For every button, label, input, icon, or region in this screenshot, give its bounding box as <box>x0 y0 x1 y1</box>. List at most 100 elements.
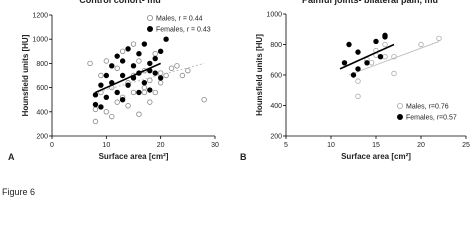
legend-label: Males, r = 0.44 <box>156 16 203 23</box>
point <box>346 41 352 48</box>
point <box>136 51 142 57</box>
point <box>125 46 131 52</box>
x-tick-label: 5 <box>284 142 288 149</box>
y-tick-label: 1000 <box>266 12 282 19</box>
point <box>114 65 120 71</box>
point <box>418 41 424 48</box>
x-tick-label: 20 <box>417 142 425 149</box>
legend-label: Males, r=0.76 <box>406 104 449 111</box>
x-tick-label: 0 <box>50 142 54 149</box>
point <box>119 72 126 79</box>
legend-label: Females, r=0.57 <box>406 115 457 122</box>
fit-line <box>95 62 161 94</box>
point <box>147 60 153 67</box>
x-tick-label: 15 <box>372 142 380 149</box>
y-axis-label: Hounsfield units [HU] <box>255 34 264 116</box>
point <box>103 94 110 100</box>
point <box>355 66 361 72</box>
point <box>350 72 357 78</box>
y-tick-label: 600 <box>270 73 282 80</box>
point <box>125 82 131 88</box>
point <box>98 82 104 88</box>
y-tick-label: 400 <box>270 103 282 110</box>
point <box>373 38 379 45</box>
point <box>185 67 191 74</box>
point <box>98 104 104 110</box>
fit-line <box>339 43 395 70</box>
point <box>157 80 164 86</box>
point <box>382 41 388 48</box>
point <box>130 89 137 96</box>
point <box>152 55 158 62</box>
chart-title: Control cohort- mu <box>79 0 161 5</box>
legend-marker <box>146 14 153 21</box>
point <box>130 63 137 69</box>
point <box>92 106 99 113</box>
point <box>341 60 348 66</box>
point <box>87 60 93 67</box>
legend-marker <box>146 25 153 32</box>
point <box>141 84 148 91</box>
point <box>119 58 126 64</box>
point <box>147 99 153 105</box>
point <box>355 78 361 84</box>
point <box>147 87 153 93</box>
point <box>114 89 120 96</box>
y-tick-label: 600 <box>36 85 48 92</box>
point <box>103 72 110 79</box>
x-tick-label: 10 <box>102 142 110 149</box>
figure-label: Figure 6 <box>2 187 35 197</box>
legend-label: Females, r = 0.43 <box>156 27 211 34</box>
point <box>109 113 115 120</box>
point <box>355 49 361 55</box>
fit-line <box>95 62 205 93</box>
legend-marker <box>396 103 403 110</box>
y-tick-label: 200 <box>270 134 282 141</box>
point <box>141 80 148 86</box>
point <box>377 54 384 60</box>
x-axis-label: Surface area [cm²] <box>341 152 411 161</box>
figure: Figure 6 Control cohort- muA200400600800… <box>2 0 470 197</box>
point <box>92 101 99 108</box>
point <box>109 63 115 69</box>
point <box>141 89 148 96</box>
point <box>147 77 153 84</box>
point <box>436 35 442 42</box>
point <box>136 111 142 117</box>
y-tick-label: 800 <box>36 61 48 68</box>
panel-label: B <box>240 152 247 162</box>
x-tick-label: 10 <box>327 142 335 149</box>
point <box>391 70 397 77</box>
point <box>114 53 120 59</box>
point <box>364 60 370 66</box>
point <box>201 96 207 103</box>
x-axis-label: Surface area [cm²] <box>99 152 169 161</box>
point <box>157 48 164 54</box>
point <box>382 54 388 60</box>
point <box>163 36 169 42</box>
point <box>368 60 375 66</box>
point <box>130 41 137 47</box>
point <box>92 92 99 98</box>
point <box>168 65 175 71</box>
point <box>136 89 142 96</box>
y-tick-label: 200 <box>36 134 48 141</box>
point <box>119 96 126 103</box>
x-tick-label: 20 <box>157 142 165 149</box>
point <box>114 99 120 105</box>
y-tick-label: 400 <box>36 109 48 116</box>
x-tick-label: 30 <box>211 142 219 149</box>
point <box>152 89 158 96</box>
point <box>125 103 131 109</box>
point <box>174 63 180 69</box>
panel-label: A <box>8 152 15 162</box>
point <box>92 118 99 125</box>
point <box>136 58 142 64</box>
point <box>141 41 148 47</box>
chart-title: Painful joints- bilateral pain, mu <box>302 0 438 5</box>
point <box>179 72 186 79</box>
y-tick-label: 1200 <box>32 13 48 20</box>
point <box>103 58 110 64</box>
fit-line <box>348 41 440 76</box>
legend-marker <box>396 114 403 121</box>
